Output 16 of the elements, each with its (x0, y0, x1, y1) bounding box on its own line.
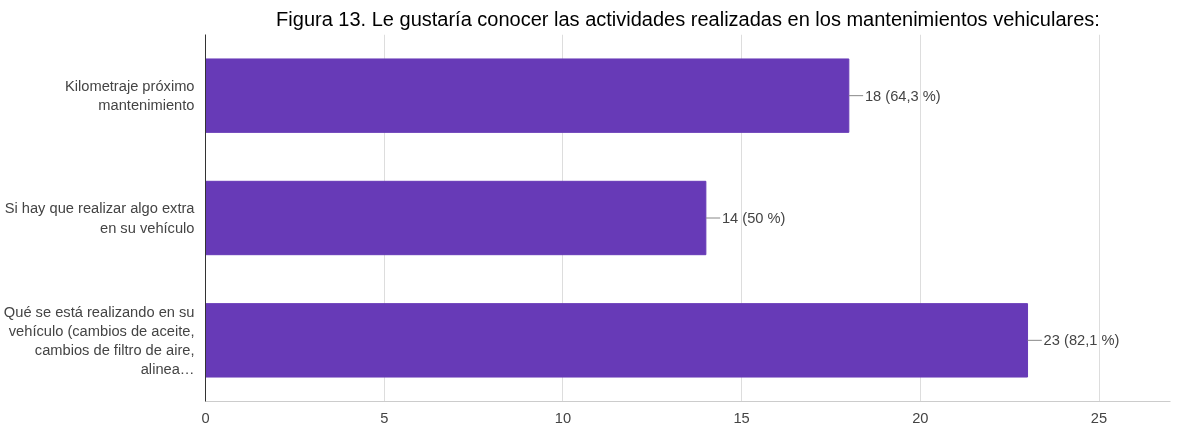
data-label: 23 (82,1 %) (1043, 332, 1120, 349)
bar (205, 303, 1029, 378)
x-tick-label: 0 (201, 409, 210, 426)
data-label: 14 (50 %) (721, 210, 786, 226)
x-tick-label: 15 (733, 409, 750, 426)
x-tick-label: 25 (1090, 409, 1108, 426)
chart-title: Figura 13. Le gustaría conocer las actividades realizadas en los mantenimientos vehiculares: (276, 7, 1100, 30)
y-tick-label: Kilometraje próximo mantenimiento (64, 78, 195, 114)
y-tick-label: Si hay que realizar algo extra en su vehículo (4, 200, 196, 236)
x-tick-label: 10 (554, 409, 572, 426)
bar (205, 180, 707, 256)
data-label: 18 (64,3 %) (864, 87, 941, 104)
bar (205, 58, 850, 133)
x-tick-label: 5 (380, 409, 389, 426)
x-tick-label: 20 (912, 409, 929, 426)
y-tick-label: Qué se está realizando en su vehículo (cambios de aceite, cambios de filtro de aire, alinea… (3, 303, 195, 378)
